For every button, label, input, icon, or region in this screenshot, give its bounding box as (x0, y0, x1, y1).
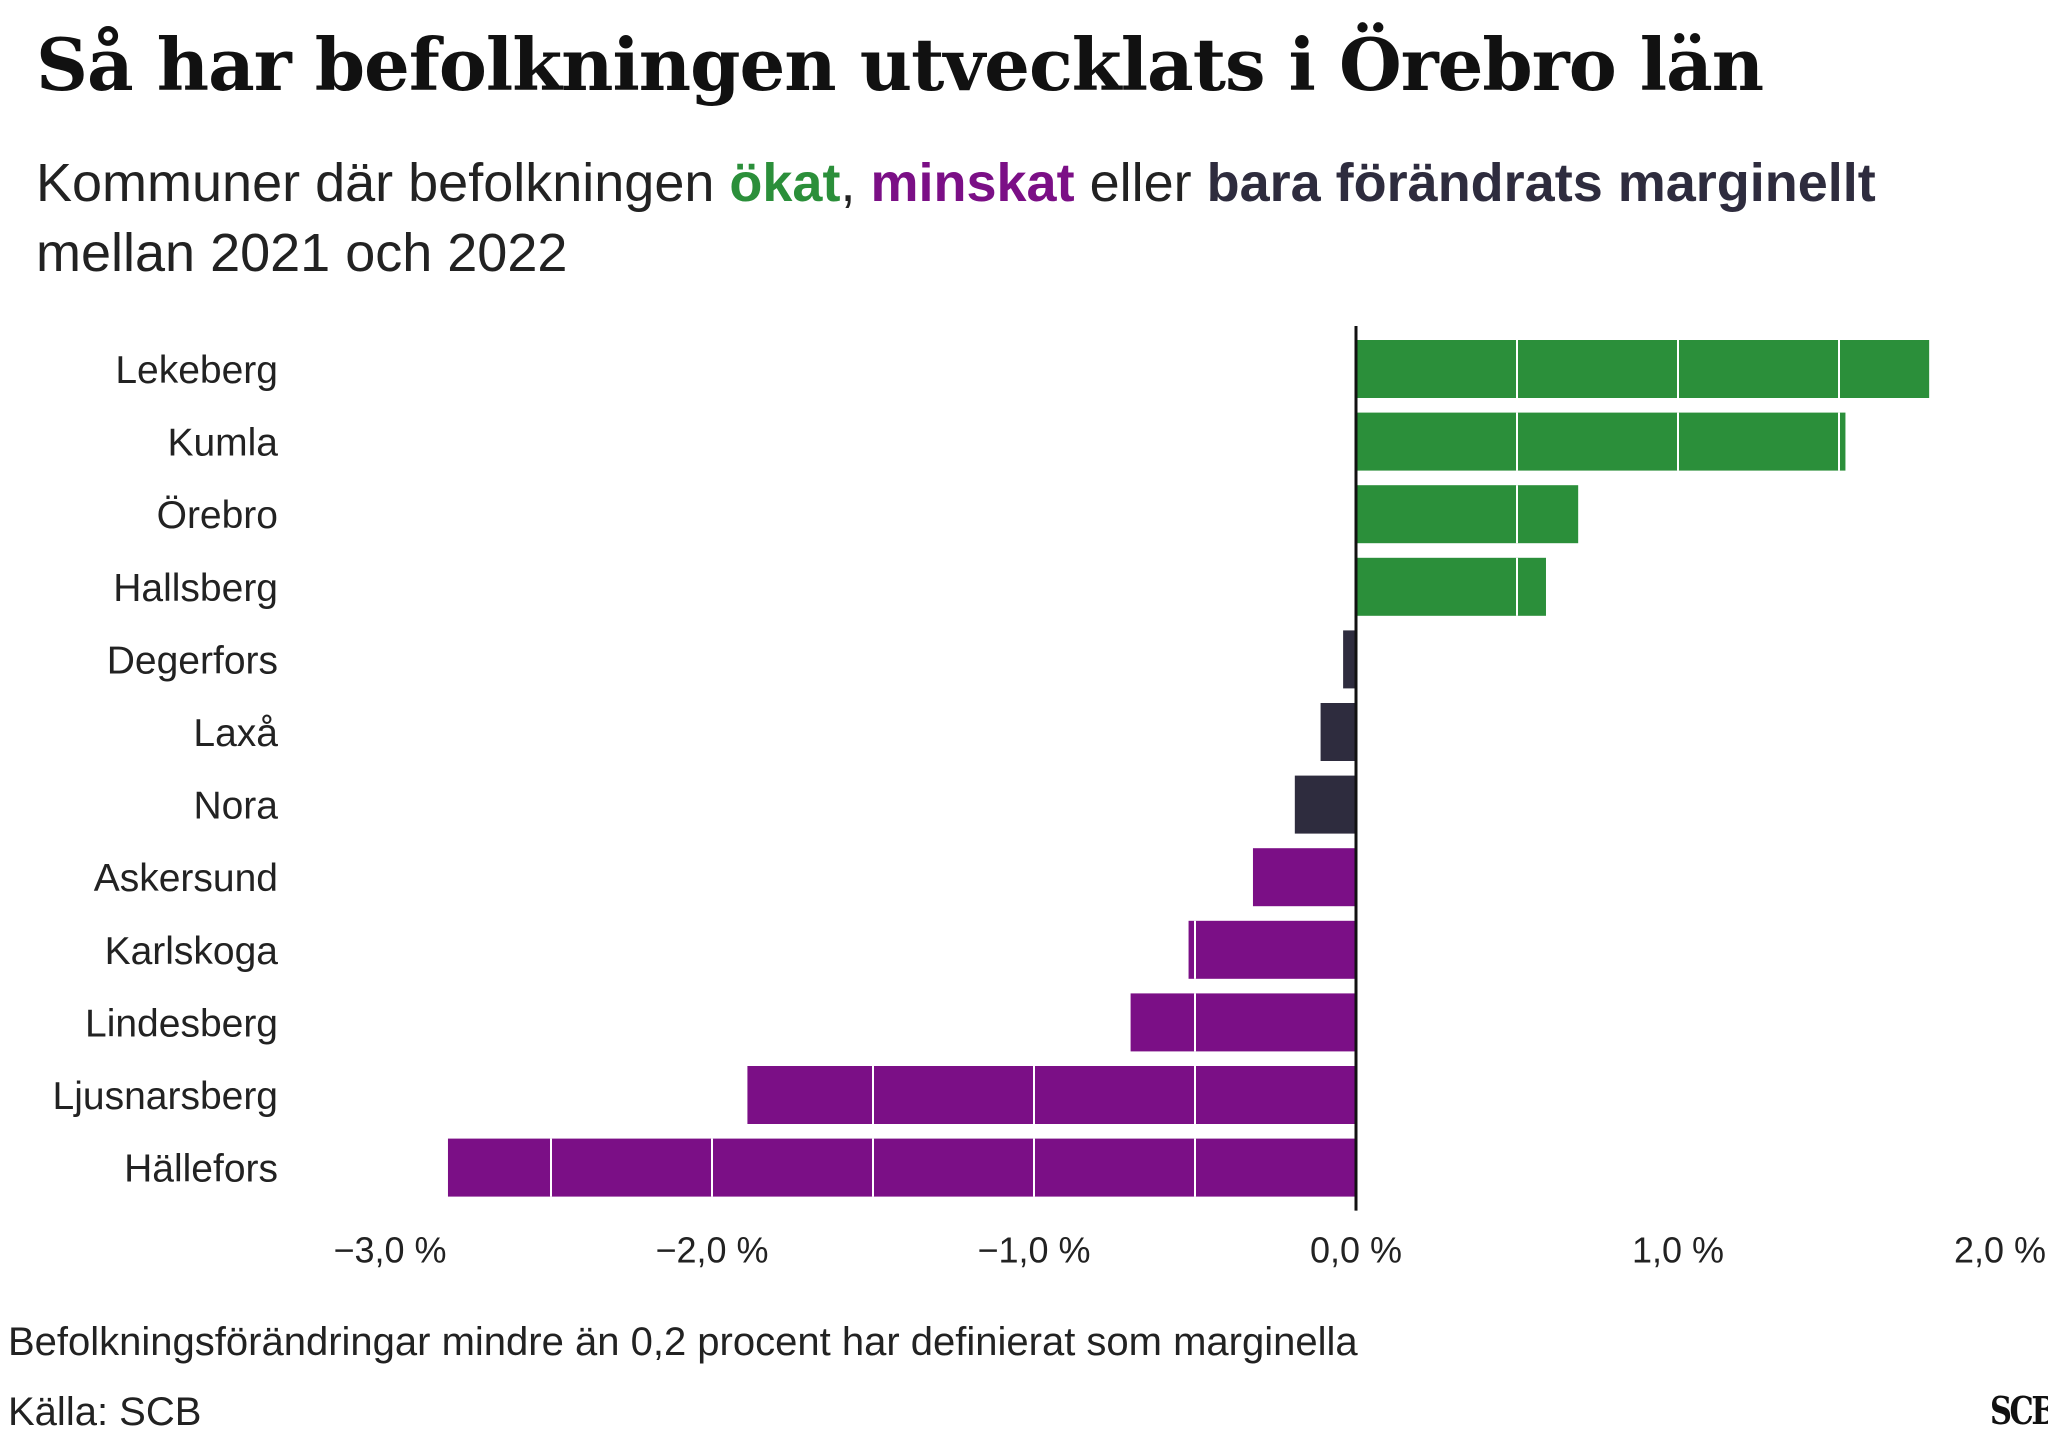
category-label: Askersund (94, 857, 278, 900)
bar-kumla (1356, 412, 1846, 471)
category-label: Nora (193, 785, 278, 828)
bar-karlskoga (1188, 920, 1356, 979)
category-label: Ljusnarsberg (53, 1075, 278, 1118)
x-tick-label: −3,0 % (333, 1230, 446, 1271)
bar-lindesberg (1130, 993, 1356, 1052)
source-credit: Källa: SCB (8, 1390, 202, 1434)
category-label: Degerfors (107, 639, 278, 682)
category-label: Lekeberg (115, 349, 278, 392)
bar-örebro (1356, 485, 1579, 544)
footnote: Befolkningsförändringar mindre än 0,2 pr… (8, 1320, 1358, 1364)
subtitle-text-2: , (840, 153, 871, 213)
category-label: Hällefors (124, 1148, 278, 1191)
subtitle-increase-word: ökat (729, 153, 841, 213)
chart-title: Så har befolkningen utvecklats i Örebro … (36, 22, 1764, 107)
category-label: Lindesberg (85, 1002, 278, 1045)
category-label: Laxå (193, 712, 278, 755)
x-tick-label: 1,0 % (1632, 1230, 1724, 1271)
bar-lekeberg (1356, 340, 1930, 398)
scb-logo: SCB (1990, 1388, 2048, 1433)
bar-ljusnarsberg (747, 1066, 1356, 1124)
subtitle-decrease-word: minskat (870, 153, 1075, 213)
category-label: Hallsberg (113, 567, 278, 610)
subtitle-marginal-words: bara förändrats marginellt (1206, 153, 1876, 213)
category-label: Örebro (157, 494, 278, 537)
bar-degerfors (1343, 630, 1356, 689)
subtitle-text-4: mellan 2021 och 2022 (36, 223, 568, 283)
bar-askersund (1252, 848, 1356, 907)
bar-hallsberg (1356, 557, 1546, 616)
chart-subtitle: Kommuner där befolkningen ökat, minskat … (36, 148, 1936, 288)
category-label: Karlskoga (105, 930, 279, 973)
x-tick-label: 2,0 % (1954, 1230, 2046, 1271)
x-tick-label: 0,0 % (1310, 1230, 1402, 1271)
x-tick-label: −2,0 % (655, 1230, 768, 1271)
bar-chart: Lekeberg Kumla Örebro Hallsberg Degerfors Lax… (53, 326, 2046, 1271)
category-label: Kumla (167, 422, 278, 465)
bar-nora (1294, 775, 1356, 834)
subtitle-text-3: eller (1074, 153, 1207, 213)
bar-hällefors (447, 1138, 1357, 1197)
subtitle-text-1: Kommuner där befolkningen (36, 153, 730, 213)
x-tick-label: −1,0 % (977, 1230, 1090, 1271)
bar-laxå (1320, 703, 1356, 761)
